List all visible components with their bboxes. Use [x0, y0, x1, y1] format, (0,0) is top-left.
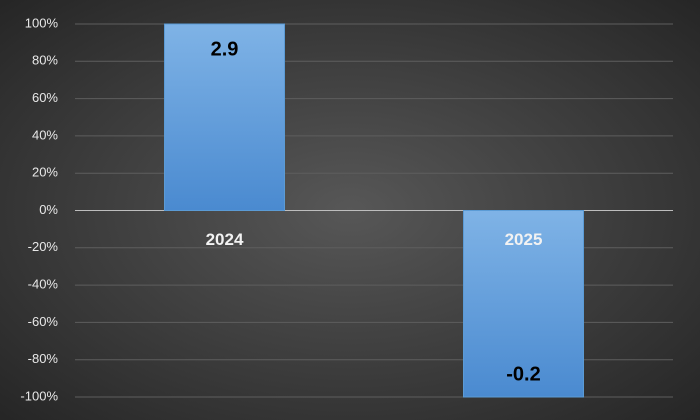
- data-label: 2.9: [211, 38, 239, 60]
- y-tick-label: 60%: [32, 90, 58, 105]
- y-tick-label: -20%: [28, 239, 59, 254]
- y-tick-label: -80%: [28, 351, 59, 366]
- data-label: -0.2: [506, 363, 540, 385]
- y-tick-label: 100%: [25, 15, 59, 30]
- y-tick-label: -100%: [20, 388, 58, 403]
- y-tick-label: 80%: [32, 53, 58, 68]
- bar: [463, 210, 584, 398]
- y-tick-label: 40%: [32, 127, 58, 142]
- y-tick-label: 0%: [39, 202, 58, 217]
- y-tick-label: -60%: [28, 314, 59, 329]
- x-tick-label: 2024: [206, 230, 244, 249]
- x-tick-label: 2025: [505, 230, 543, 249]
- y-tick-label: -40%: [28, 277, 59, 292]
- y-tick-label: 20%: [32, 165, 58, 180]
- bar: [164, 23, 285, 211]
